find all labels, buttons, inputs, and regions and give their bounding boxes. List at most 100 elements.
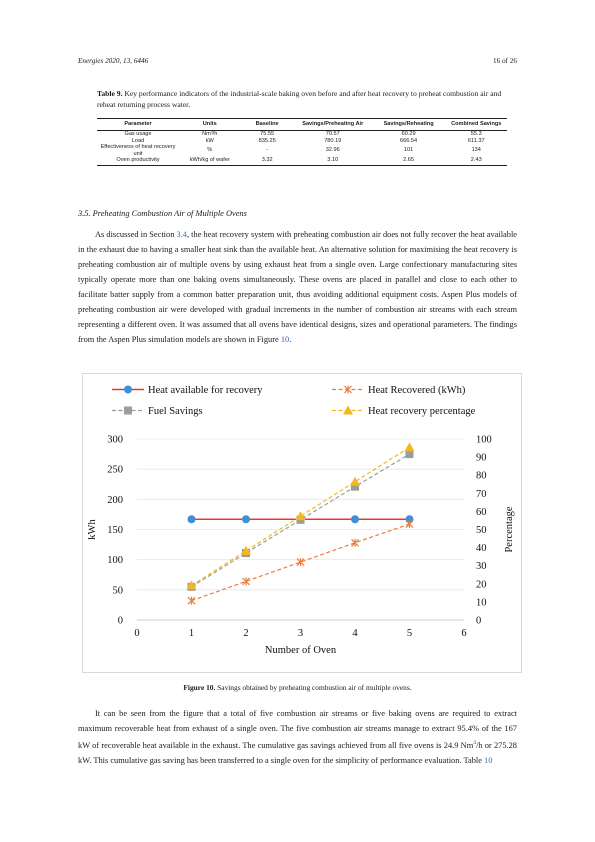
table-cell: 55.3	[470, 131, 482, 137]
y-tick-label: 300	[107, 435, 123, 446]
data-point-s3	[350, 476, 360, 486]
x-axis-title: Number of Oven	[265, 645, 337, 656]
table-row: Effectiveness of heat recovery unit% - 32.…	[97, 144, 507, 157]
data-point-s3	[241, 545, 251, 555]
x-tick-label: 6	[461, 628, 466, 639]
section-link[interactable]: 3.4	[176, 230, 187, 239]
y2-axis-title: Percentage	[504, 506, 515, 552]
y-axis-title: kWh	[87, 519, 98, 540]
data-point-s1	[351, 538, 359, 547]
table-cell: Gas usage	[124, 131, 152, 137]
running-header-page: 16 of 26	[493, 57, 517, 65]
table-column-header: Baseline	[240, 118, 294, 131]
legend-marker-1	[344, 385, 352, 394]
y-tick-label: 50	[113, 585, 124, 596]
y2-tick-label: 100	[476, 435, 492, 446]
legend-label: Heat Recovered (kWh)	[368, 385, 466, 396]
table-cell: 2.65	[371, 157, 446, 166]
table-cell: Nm³/h	[202, 131, 218, 137]
table-row: Oven productivity kWh/kg of wafer 3.32 3.10…	[97, 157, 507, 166]
table-cell: kWh/kg of wafer	[179, 157, 241, 166]
x-tick-label: 1	[189, 628, 194, 639]
p2-superscript: 3	[473, 740, 476, 746]
table-cell: 60.29	[401, 131, 416, 137]
legend-marker-2	[124, 406, 132, 415]
data-point-s3	[295, 511, 306, 521]
data-point-s1	[242, 577, 250, 586]
data-point-s0	[187, 515, 196, 524]
table-cell: Oven productivity	[97, 157, 179, 166]
x-tick-label: 2	[243, 628, 248, 639]
table-column-header: Savings/Reheating	[371, 118, 446, 131]
table-row: Gas usage Nm³/h 75.55 70.57 60.29 55.3	[97, 131, 507, 138]
p2-text-b: /h or 275.28 kW. This cumulative gas sav…	[78, 740, 517, 765]
legend-label: Heat recovery percentage	[368, 406, 476, 417]
table-row: Load kW 835.25 780.19 666.54 611.37	[97, 138, 507, 145]
y2-tick-label: 90	[476, 453, 487, 464]
legend-label: Fuel Savings	[148, 406, 203, 417]
figure-caption: Figure 10. Savings obtained by preheatin…	[0, 683, 595, 692]
table-cell: 666.54	[400, 137, 418, 144]
table-cell: 780.19	[324, 137, 342, 144]
legend-marker-0	[124, 385, 132, 394]
y2-tick-label: 50	[476, 525, 487, 536]
x-tick-label: 0	[134, 628, 139, 639]
table-cell: kW	[205, 137, 214, 144]
table-body: Gas usage Nm³/h 75.55 70.57 60.29 55.3 Load kW 8…	[97, 131, 507, 166]
figure-link[interactable]: 10	[280, 335, 290, 344]
x-tick-label: 5	[407, 628, 412, 639]
table-cell: 32.96	[325, 147, 340, 154]
data-point-s1	[187, 596, 196, 605]
y2-tick-label: 40	[476, 543, 487, 554]
legend-label: Heat available for recovery	[148, 385, 263, 396]
y2-tick-label: 20	[476, 579, 487, 590]
table-column-header: Savings/Preheating Air	[293, 118, 372, 131]
savings-chart: 0501001502002503000102030405060708090100…	[82, 373, 522, 673]
series-line-3	[191, 446, 410, 586]
y2-tick-label: 30	[476, 561, 487, 572]
y-tick-label: 200	[107, 495, 123, 506]
table-cell: 75.55	[260, 131, 275, 137]
table-column-header: Parameter	[97, 118, 179, 131]
y2-tick-label: 70	[476, 489, 487, 500]
table-cell: Load	[131, 137, 145, 144]
p1-text-a: As discussed in Section	[95, 230, 177, 239]
table-cell: %	[207, 147, 213, 154]
p1-text-c: .	[289, 335, 292, 344]
table-cell: 2.43	[445, 157, 507, 166]
legend-marker-3	[343, 405, 353, 415]
table-cell: Effectiveness of heat recovery unit	[100, 144, 176, 157]
table-cell: 3.32	[240, 157, 294, 166]
data-point-s3	[186, 580, 197, 590]
table-column-header: Combined Savings	[445, 118, 507, 131]
data-point-s2	[351, 482, 359, 491]
table-label: Table 9.	[97, 89, 123, 98]
data-point-s1	[405, 520, 414, 529]
table-cell: 611.37	[467, 137, 485, 144]
figure-label: Figure 10.	[183, 683, 216, 692]
y2-tick-label: 10	[476, 597, 487, 608]
x-tick-label: 4	[352, 628, 358, 639]
paragraph-1: As discussed in Section 3.4, the heat re…	[78, 227, 517, 347]
table-cell: 134	[471, 147, 481, 154]
table-cell: 70.57	[325, 131, 340, 137]
table-cell: 3.10	[293, 157, 372, 166]
series-line-2	[191, 453, 410, 588]
data-point-s0	[242, 515, 250, 524]
y2-tick-label: 0	[476, 616, 481, 627]
y-tick-label: 0	[118, 616, 123, 627]
table-cell: 835.25	[258, 137, 276, 144]
table-header-row: Parameter Units Baseline Savings/Preheating…	[97, 118, 507, 131]
data-point-s2	[405, 450, 414, 459]
y2-tick-label: 80	[476, 471, 487, 482]
x-tick-label: 3	[298, 628, 303, 639]
running-header-journal: Energies 2020, 13, 6446	[78, 57, 149, 65]
table-column-header: Units	[179, 118, 241, 131]
figure-caption-text: Savings obtained by preheating combustio…	[217, 683, 412, 692]
section-heading: 3.5. Preheating Combustion Air of Multip…	[78, 209, 247, 218]
data-point-s0	[351, 515, 359, 524]
table-link[interactable]: 10	[484, 755, 493, 765]
table-cell: 101	[403, 147, 414, 154]
y2-tick-label: 60	[476, 507, 487, 518]
paragraph-2: It can be seen from the figure that a to…	[78, 706, 517, 768]
